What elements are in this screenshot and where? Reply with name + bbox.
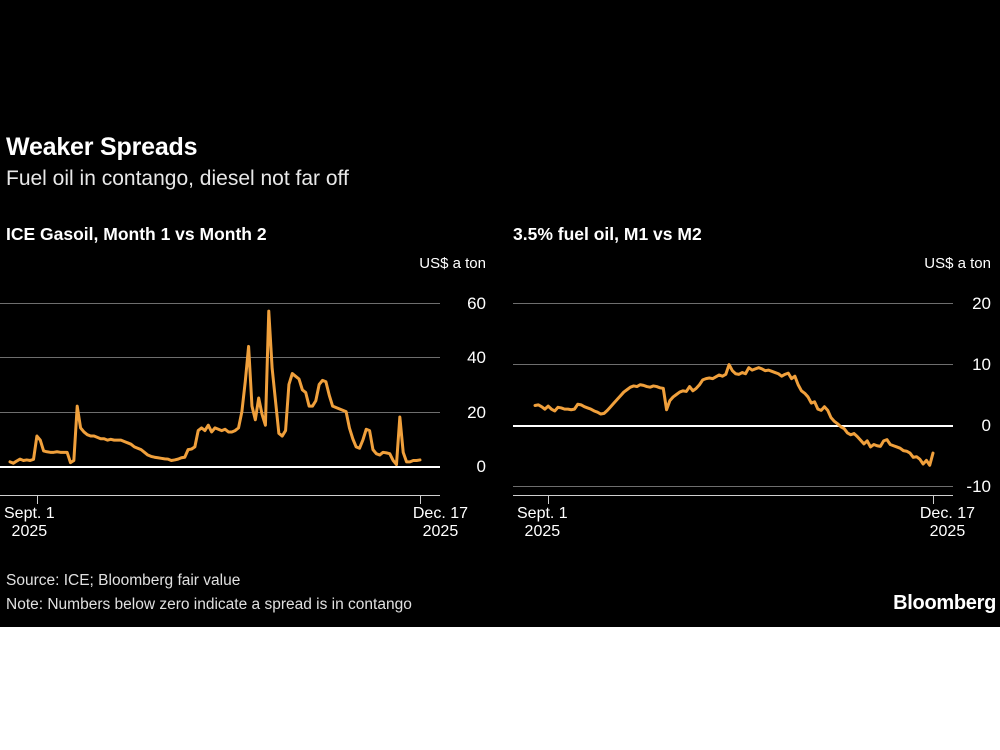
x-label-left-end: Dec. 17 2025 [413, 505, 468, 541]
gridline-left-60 [0, 303, 440, 304]
x-label-left-start-date: Sept. 1 [4, 505, 55, 522]
gridline-left-20 [0, 412, 440, 413]
x-tick-right-end [933, 496, 934, 504]
y-tick-right-3: -10 [966, 477, 991, 496]
y-tick-right-2: 0 [981, 416, 991, 435]
x-label-left-end-date: Dec. 17 [412, 505, 468, 522]
x-axis-right [513, 495, 953, 496]
plot-area-right [513, 303, 953, 504]
y-tick-left-2: 20 [467, 403, 486, 422]
x-label-right-end-date: Dec. 17 [919, 505, 975, 522]
x-axis-left [0, 495, 440, 496]
x-label-left-end-year: 2025 [422, 522, 459, 540]
gridline-left-40 [0, 357, 440, 358]
series-line-left [8, 309, 422, 467]
page-subtitle: Fuel oil in contango, diesel not far off [6, 167, 349, 190]
x-tick-right-start [548, 496, 549, 504]
chart-panel-right: 3.5% fuel oil, M1 vs M2 US$ a ton 20 10 … [500, 0, 1000, 627]
x-label-right-end-year: 2025 [929, 522, 966, 540]
y-tick-right-1: 10 [972, 355, 991, 374]
source-text: Source: ICE; Bloomberg fair value [6, 572, 241, 589]
y-tick-right-0: 20 [972, 294, 991, 313]
x-label-right-end: Dec. 17 2025 [920, 505, 975, 541]
x-label-right-start-date: Sept. 1 [517, 505, 568, 522]
x-tick-left-end [420, 496, 421, 504]
x-label-left-start: Sept. 1 2025 [4, 505, 55, 541]
chart-panel-left: ICE Gasoil, Month 1 vs Month 2 US$ a ton… [0, 0, 500, 627]
series-line-right [533, 363, 935, 467]
plot-area-left [0, 303, 440, 504]
gridline-right-20 [513, 303, 953, 304]
y-tick-left-1: 40 [467, 348, 486, 367]
x-label-left-start-year: 2025 [11, 522, 48, 540]
page-title: Weaker Spreads [6, 133, 198, 161]
panel-right-title: 3.5% fuel oil, M1 vs M2 [513, 224, 702, 244]
y-tick-left-0: 60 [467, 294, 486, 313]
gridline-right-10 [513, 364, 953, 365]
gridline-left-0 [0, 466, 440, 468]
gridline-right-0 [513, 425, 953, 427]
chart-canvas: Weaker Spreads Fuel oil in contango, die… [0, 0, 1000, 627]
panel-left-unit-label: US$ a ton [419, 255, 486, 272]
y-tick-left-3: 0 [476, 457, 486, 476]
x-tick-left-start [37, 496, 38, 504]
x-label-right-start: Sept. 1 2025 [517, 505, 568, 541]
panel-right-unit-label: US$ a ton [924, 255, 991, 272]
panel-left-title: ICE Gasoil, Month 1 vs Month 2 [6, 224, 267, 244]
note-text: Note: Numbers below zero indicate a spre… [6, 596, 412, 613]
x-label-right-start-year: 2025 [524, 522, 561, 540]
gridline-right-neg10 [513, 486, 953, 487]
bloomberg-logo: Bloomberg [893, 592, 996, 614]
